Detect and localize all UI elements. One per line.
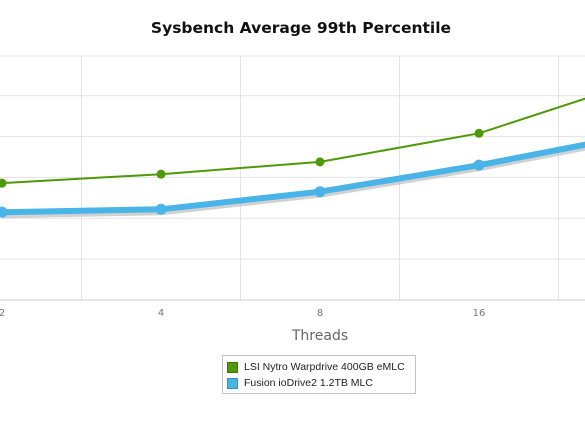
series-lines xyxy=(0,97,585,219)
x-tick-label: 2 xyxy=(0,308,5,319)
chart-title: Sysbench Average 99th Percentile xyxy=(150,19,452,37)
legend-swatch-fusion xyxy=(227,377,238,389)
data-point xyxy=(0,178,7,188)
x-tick-label: 16 xyxy=(473,308,486,319)
legend-swatch-lsi xyxy=(227,361,238,373)
legend: LSI Nytro Warpdrive 400GB eMLC Fusion io… xyxy=(222,355,416,394)
legend-item-lsi[interactable]: LSI Nytro Warpdrive 400GB eMLC xyxy=(227,359,411,375)
x-axis-title: Threads xyxy=(291,328,348,344)
data-point xyxy=(474,128,484,138)
x-tick-label: 8 xyxy=(317,308,323,319)
legend-label-fusion: Fusion ioDrive2 1.2TB MLC xyxy=(244,377,373,389)
data-point xyxy=(0,206,8,218)
legend-item-fusion[interactable]: Fusion ioDrive2 1.2TB MLC xyxy=(227,375,411,391)
data-point xyxy=(314,186,326,198)
series-line xyxy=(1,97,585,185)
legend-label-lsi: LSI Nytro Warpdrive 400GB eMLC xyxy=(244,361,405,373)
series-shadow xyxy=(1,142,585,219)
data-point xyxy=(315,157,325,167)
x-tick-labels: 2 4 8 16 xyxy=(0,308,485,319)
data-point xyxy=(155,203,167,215)
data-point xyxy=(156,169,166,179)
x-tick-label: 4 xyxy=(158,308,164,319)
data-point xyxy=(473,159,485,171)
